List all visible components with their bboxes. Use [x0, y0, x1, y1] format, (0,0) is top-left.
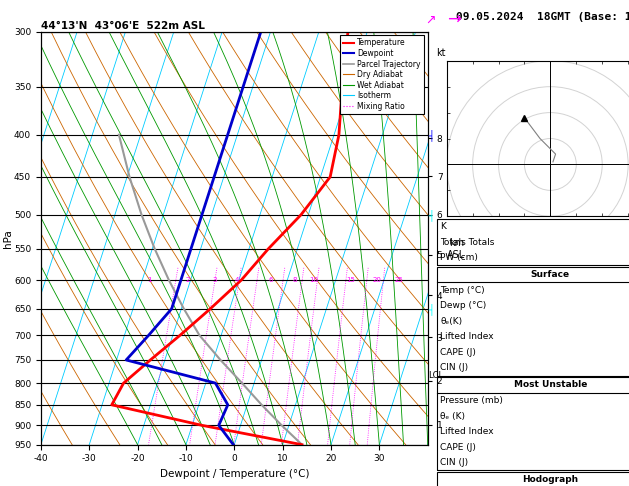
- Text: 6: 6: [268, 277, 272, 283]
- Text: →: →: [447, 11, 460, 29]
- Text: 8: 8: [292, 277, 297, 283]
- Text: K: K: [440, 222, 446, 231]
- Text: Lifted Index: Lifted Index: [440, 332, 494, 341]
- Text: θₑ(K): θₑ(K): [440, 317, 462, 326]
- Text: 25: 25: [394, 277, 403, 283]
- X-axis label: Dewpoint / Temperature (°C): Dewpoint / Temperature (°C): [160, 469, 309, 479]
- Legend: Temperature, Dewpoint, Parcel Trajectory, Dry Adiabat, Wet Adiabat, Isotherm, Mi: Temperature, Dewpoint, Parcel Trajectory…: [340, 35, 424, 114]
- Text: 09.05.2024  18GMT (Base: 12): 09.05.2024 18GMT (Base: 12): [456, 12, 629, 22]
- Text: Surface: Surface: [531, 270, 570, 279]
- Text: ┤: ┤: [428, 208, 434, 221]
- Text: kt: kt: [437, 48, 446, 58]
- Text: ↗: ↗: [426, 14, 436, 27]
- Text: Temp (°C): Temp (°C): [440, 286, 485, 295]
- Text: CAPE (J): CAPE (J): [440, 443, 476, 451]
- Text: Lifted Index: Lifted Index: [440, 427, 494, 436]
- Text: 1: 1: [147, 277, 152, 283]
- Text: 15: 15: [346, 277, 355, 283]
- Y-axis label: km
ASL: km ASL: [447, 238, 465, 260]
- Text: PW (cm): PW (cm): [440, 253, 478, 262]
- Text: CIN (J): CIN (J): [440, 364, 469, 372]
- Text: 20: 20: [372, 277, 381, 283]
- Text: 44°13'N  43°06'E  522m ASL: 44°13'N 43°06'E 522m ASL: [41, 21, 205, 31]
- Text: 2: 2: [186, 277, 191, 283]
- Text: Dewp (°C): Dewp (°C): [440, 301, 487, 310]
- Text: Totals Totals: Totals Totals: [440, 238, 494, 246]
- Text: ┤: ┤: [428, 303, 434, 314]
- Text: CAPE (J): CAPE (J): [440, 348, 476, 357]
- Text: Hodograph: Hodograph: [522, 475, 579, 484]
- Text: θₑ (K): θₑ (K): [440, 412, 465, 420]
- Text: 3: 3: [213, 277, 217, 283]
- Text: LCL: LCL: [428, 371, 443, 380]
- Y-axis label: hPa: hPa: [3, 229, 13, 247]
- Text: Most Unstable: Most Unstable: [514, 381, 587, 389]
- Text: 4: 4: [235, 277, 239, 283]
- Text: Pressure (mb): Pressure (mb): [440, 396, 503, 405]
- Text: 10: 10: [309, 277, 318, 283]
- Text: CIN (J): CIN (J): [440, 458, 469, 467]
- Text: ┤: ┤: [428, 129, 434, 140]
